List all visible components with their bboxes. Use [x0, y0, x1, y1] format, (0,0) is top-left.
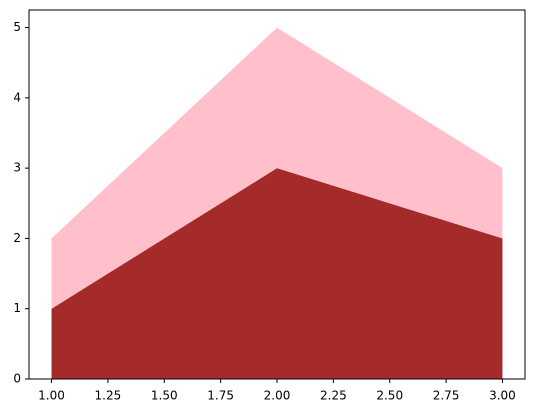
y-tick-label: 1: [13, 301, 21, 315]
y-tick-label: 2: [13, 231, 21, 245]
area: [51, 168, 503, 379]
y-tick-label: 3: [13, 161, 21, 175]
x-tick-label: 2.25: [320, 389, 347, 403]
x-tick-label: 2.75: [433, 389, 460, 403]
x-tick-label: 1.50: [151, 389, 178, 403]
y-tick-label: 4: [13, 90, 21, 104]
x-tick-label: 2.00: [264, 389, 291, 403]
x-tick-label: 2.50: [376, 389, 403, 403]
x-tick-label: 1.75: [207, 389, 234, 403]
y-tick-label: 0: [13, 372, 21, 386]
x-tick-label: 3.00: [489, 389, 516, 403]
area: [51, 27, 503, 309]
x-tick-label: 1.00: [38, 389, 65, 403]
y-tick-label: 5: [13, 20, 21, 34]
x-tick-label: 1.25: [95, 389, 122, 403]
